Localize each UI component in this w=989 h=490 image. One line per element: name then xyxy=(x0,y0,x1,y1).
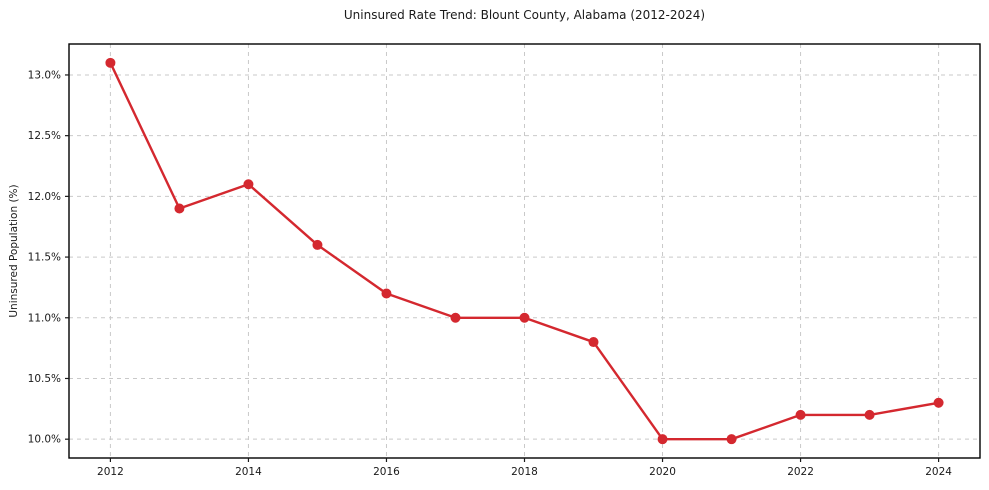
y-tick-label: 11.5% xyxy=(28,252,61,264)
x-tick-label: 2012 xyxy=(97,466,124,478)
y-tick-label: 10.5% xyxy=(28,373,61,385)
y-tick-label: 13.0% xyxy=(28,69,61,81)
x-tick-label: 2014 xyxy=(235,466,262,478)
x-tick-label: 2016 xyxy=(373,466,400,478)
y-tick-label: 11.0% xyxy=(28,312,61,324)
data-point xyxy=(105,57,116,68)
data-point xyxy=(312,239,323,250)
data-point xyxy=(795,409,806,420)
axes-border xyxy=(68,43,981,459)
data-point xyxy=(864,409,875,420)
y-tick-label: 12.0% xyxy=(28,191,61,203)
y-tick-label: 10.0% xyxy=(28,434,61,446)
data-point xyxy=(519,312,530,323)
y-tick-label: 12.5% xyxy=(28,130,61,142)
data-point xyxy=(450,312,461,323)
x-tick-label: 2022 xyxy=(787,466,814,478)
data-point xyxy=(174,203,185,214)
x-tick-label: 2024 xyxy=(925,466,952,478)
x-tick-label: 2020 xyxy=(649,466,676,478)
data-point xyxy=(243,179,254,190)
data-point xyxy=(588,337,599,348)
chart-title: Uninsured Rate Trend: Blount County, Ala… xyxy=(343,8,706,22)
x-tick-label: 2018 xyxy=(511,466,538,478)
data-point xyxy=(726,434,737,445)
data-point xyxy=(933,397,944,408)
data-point xyxy=(657,434,668,445)
data-point xyxy=(381,288,392,299)
